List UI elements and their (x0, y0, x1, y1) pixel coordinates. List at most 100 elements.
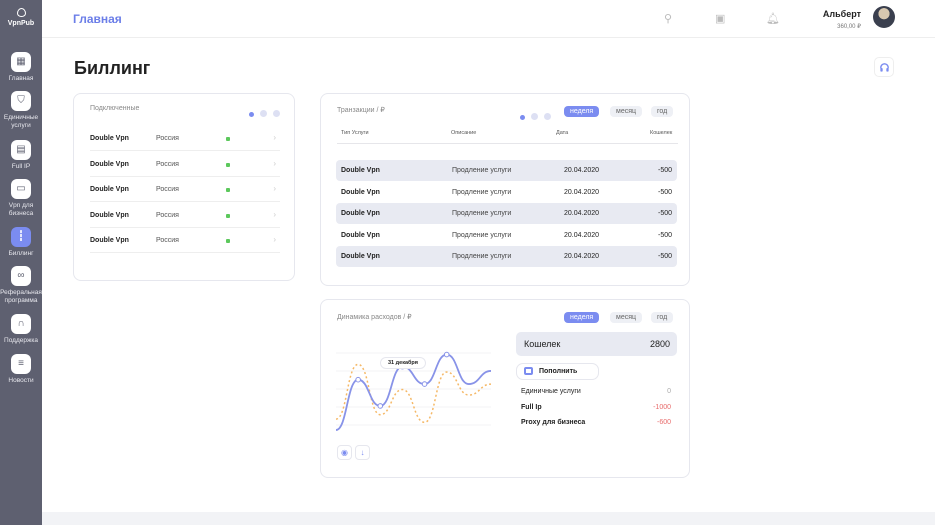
sidebar-item-label: Новости (8, 377, 34, 384)
connected-title: Подключенные (90, 105, 140, 112)
sidebar-item-label: Реферальная программа (0, 289, 42, 304)
service-name: Double Vpn (90, 186, 129, 193)
user-balance: 360,00 ₽ (837, 24, 861, 30)
list-item[interactable]: Double Vpn Россия › (90, 177, 280, 202)
period-week[interactable]: неделя (564, 106, 600, 117)
logo[interactable]: VpnPub (0, 8, 42, 27)
cell: Продление услуги (452, 188, 512, 196)
cell: Double Vpn (341, 231, 380, 239)
data-point (377, 403, 384, 409)
cell: -500 (657, 253, 672, 261)
topup-button[interactable]: Пополнить (516, 363, 599, 380)
cell: 20.04.2020 (564, 231, 600, 239)
download-icon[interactable]: ↓ (355, 445, 370, 460)
list-item[interactable]: Double Vpn Россия › (90, 152, 280, 177)
service-name: Double Vpn (90, 211, 129, 219)
table-row[interactable]: Double Vpn Продление услуги 20.04.2020 -500 (336, 203, 677, 225)
headset-icon (879, 62, 889, 72)
sidebar-item-label: Единичные услуги (3, 114, 39, 129)
cell: Double Vpn (341, 188, 380, 196)
table-row[interactable]: Double Vpn Продление услуги 20.04.2020 -500 (336, 225, 677, 246)
list-item[interactable]: Double Vpn Россия › (90, 203, 280, 228)
sidebar-item-1[interactable]: ⛉ Единичные услуги (0, 91, 42, 130)
logo-text: VpnPub (7, 20, 35, 27)
chevron-right-icon: › (273, 209, 276, 219)
list-item[interactable]: Double Vpn Россия › (90, 126, 280, 151)
sidebar-item-5[interactable]: ∞ Реферальная программа (0, 266, 42, 305)
expense-value: 0 (667, 388, 671, 395)
pager-dots[interactable] (514, 107, 551, 125)
chart-tooltip: 31 декабря (380, 357, 426, 369)
chevron-right-icon: › (273, 235, 276, 244)
series-dashed-line (336, 363, 492, 424)
expense-value: -1000 (653, 403, 671, 411)
cell: 20.04.2020 (564, 210, 600, 218)
sidebar-item-label: Главная (8, 75, 34, 82)
list-item[interactable]: Double Vpn Россия › (90, 228, 280, 253)
country: Россия (156, 237, 179, 244)
pager-dots[interactable] (243, 104, 280, 122)
cell: 20.04.2020 (564, 167, 600, 174)
country: Россия (156, 160, 179, 168)
shield-icon: ⛉ (11, 91, 31, 111)
data-point (443, 351, 450, 358)
cell: -500 (657, 231, 672, 239)
period-month[interactable]: месяц (610, 106, 643, 117)
table-row[interactable]: Double Vpn Продление услуги 20.04.2020 -500 (336, 182, 677, 203)
sidebar-item-3[interactable]: ▭ Vpn для бизнеса (0, 179, 42, 218)
sidebar-item-7[interactable]: ≡ Новости (0, 354, 42, 385)
news-icon: ≡ (11, 354, 31, 374)
status-dot (226, 188, 230, 192)
chevron-right-icon: › (273, 184, 276, 193)
user-name: Альберт (822, 9, 861, 19)
sidebar-item-2[interactable]: ▤ Full IP (0, 140, 42, 171)
country: Россия (156, 186, 179, 193)
cell: Double Vpn (341, 210, 380, 218)
server-icon: ▤ (11, 140, 31, 160)
service-name: Double Vpn (90, 160, 129, 168)
cell: Double Vpn (341, 253, 380, 261)
avatar[interactable] (873, 6, 895, 28)
period-month[interactable]: месяц (610, 312, 643, 323)
eye-icon[interactable]: ◉ (337, 445, 352, 460)
chevron-right-icon: › (273, 158, 276, 168)
status-dot (226, 213, 230, 218)
cell: -500 (657, 210, 672, 218)
period-week[interactable]: неделя (564, 312, 600, 323)
wallet-icon[interactable]: ▣ (715, 13, 726, 25)
transactions-title: Транзакции / ₽ (337, 107, 385, 114)
sidebar-item-0[interactable]: ▦ Главная (0, 52, 42, 83)
cell: 20.04.2020 (564, 188, 600, 196)
header-title[interactable]: Главная (73, 12, 122, 26)
cell: Продление услуги (452, 167, 512, 174)
table-row[interactable]: Double Vpn Продление услуги 20.04.2020 -500 (336, 160, 677, 181)
connected-card: Подключенные Double Vpn Россия › Double Vpn… (73, 93, 295, 281)
cell: Продление услуги (452, 253, 512, 261)
expense-item: Единичные услуги 0 (521, 388, 671, 395)
sidebar: VpnPub ▦ Главная ⛉ Единичные услуги ▤ Full IP… (0, 0, 42, 525)
sidebar-item-4[interactable]: ┇ Биллинг (0, 227, 42, 258)
wallet-box: Кошелек 2800 (516, 332, 677, 356)
country: Россия (156, 135, 179, 142)
period-year[interactable]: год (651, 312, 674, 323)
status-dot (226, 162, 230, 167)
bell-icon[interactable]: 🔔︎ (766, 13, 780, 25)
col-wallet: Кошелек (650, 130, 673, 136)
period-year[interactable]: год (651, 106, 674, 117)
sidebar-item-label: Full IP (11, 163, 31, 170)
divider (337, 143, 678, 144)
status-dot (226, 239, 230, 243)
expenses-title: Динамика расходов / ₽ (337, 314, 412, 321)
support-button[interactable] (874, 57, 894, 77)
search-icon[interactable]: ⚲ (664, 13, 673, 25)
table-row[interactable]: Double Vpn Продление услуги 20.04.2020 -500 (336, 246, 677, 268)
header: Главная ⚲ ▣ 🔔︎ Альберт 360,00 ₽ (42, 0, 935, 38)
col-desc: Описание (451, 130, 477, 136)
headset-icon: ∩ (11, 314, 31, 334)
sidebar-item-6[interactable]: ∩ Поддержка (0, 314, 42, 345)
wallet-label: Кошелек (524, 339, 561, 349)
topup-label: Пополнить (539, 368, 578, 375)
cell: Продление услуги (452, 210, 512, 218)
cell: 20.04.2020 (564, 253, 600, 261)
sidebar-item-label: Поддержка (4, 337, 38, 344)
